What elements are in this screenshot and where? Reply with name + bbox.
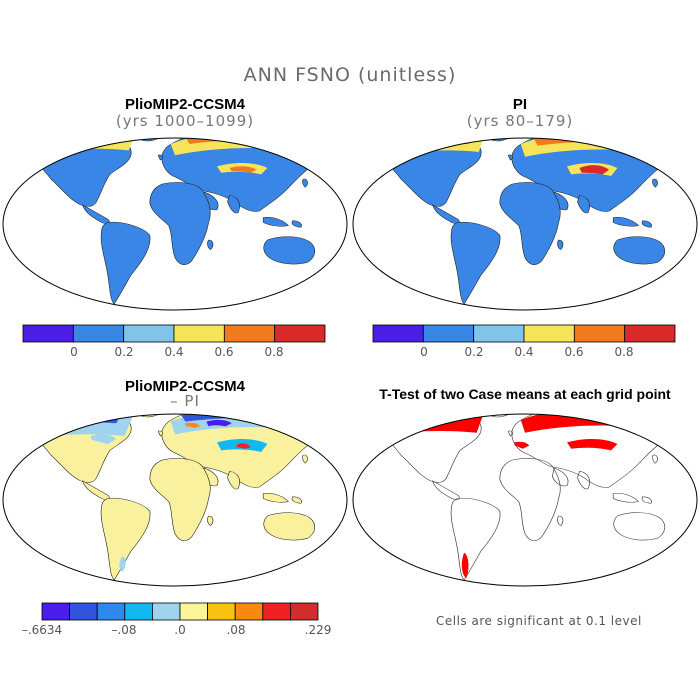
cb1-tick-3: 0.6: [214, 345, 234, 359]
cb3-tick-4: .229: [304, 623, 332, 637]
cb2-swatch-1: [422, 324, 475, 343]
cb1-tick-4: 0.8: [264, 345, 284, 359]
cb3-tick-1: –.08: [111, 623, 137, 637]
map-panel4: [352, 413, 698, 587]
panel3-title: PlioMIP2-CCSM4: [124, 378, 245, 395]
colorbar-diff: [41, 602, 319, 621]
cb2-tick-4: 0.8: [614, 345, 634, 359]
cb3-swatch-2: [96, 602, 126, 621]
cb3-tick-2: .0: [174, 623, 186, 637]
cb1-swatch-5: [274, 324, 326, 343]
cb1-swatch-2: [123, 324, 175, 343]
cb1-tick-1: 0.2: [114, 345, 134, 359]
cb2-swatch-0: [372, 324, 424, 343]
cb1-swatch-3: [173, 324, 225, 343]
panel1-subtitle: (yrs 1000–1099): [115, 112, 255, 130]
significance-footnote: Cells are significant at 0.1 level: [436, 614, 642, 628]
cb1-tick-2: 0.4: [164, 345, 184, 359]
cb2-tick-0: 0: [420, 345, 428, 359]
cb2-swatch-5: [624, 324, 676, 343]
figure-title: ANN FSNO (unitless): [243, 64, 457, 86]
map-panel2: [352, 137, 698, 311]
cb3-swatch-9: [289, 602, 319, 621]
cb1-swatch-0: [22, 324, 74, 343]
colorbar-panel2: [372, 324, 676, 343]
cb2-swatch-3: [523, 324, 575, 343]
colorbar-panel1: [22, 324, 326, 343]
cb3-tick-0: –.6634: [21, 623, 63, 637]
panel4-title: T-Test of two Case means at each grid po…: [379, 386, 671, 402]
cb3-swatch-8: [262, 602, 291, 621]
cb2-swatch-4: [573, 324, 626, 343]
map-panel3: [2, 413, 348, 587]
panel1-title: PlioMIP2-CCSM4: [124, 96, 245, 113]
cb2-tick-1: 0.2: [464, 345, 484, 359]
panel2-subtitle: (yrs 80–179): [466, 112, 574, 130]
cb1-tick-0: 0: [70, 345, 78, 359]
cb3-swatch-1: [69, 602, 98, 621]
cb3-swatch-6: [207, 602, 236, 621]
cb3-swatch-3: [124, 602, 153, 621]
map-panel1: [2, 137, 348, 311]
cb2-tick-2: 0.4: [514, 345, 534, 359]
panel2-title: PI: [512, 96, 528, 113]
cb3-swatch-0: [41, 602, 71, 621]
panel3-subtitle: – PI: [170, 392, 200, 410]
cb2-swatch-2: [473, 324, 525, 343]
cb1-swatch-1: [72, 324, 125, 343]
cb3-tick-3: .08: [226, 623, 246, 637]
cb3-swatch-7: [234, 602, 264, 621]
cb3-swatch-4: [151, 602, 181, 621]
cb3-swatch-5: [179, 602, 209, 621]
cb1-swatch-4: [223, 324, 276, 343]
cb2-tick-3: 0.6: [564, 345, 584, 359]
